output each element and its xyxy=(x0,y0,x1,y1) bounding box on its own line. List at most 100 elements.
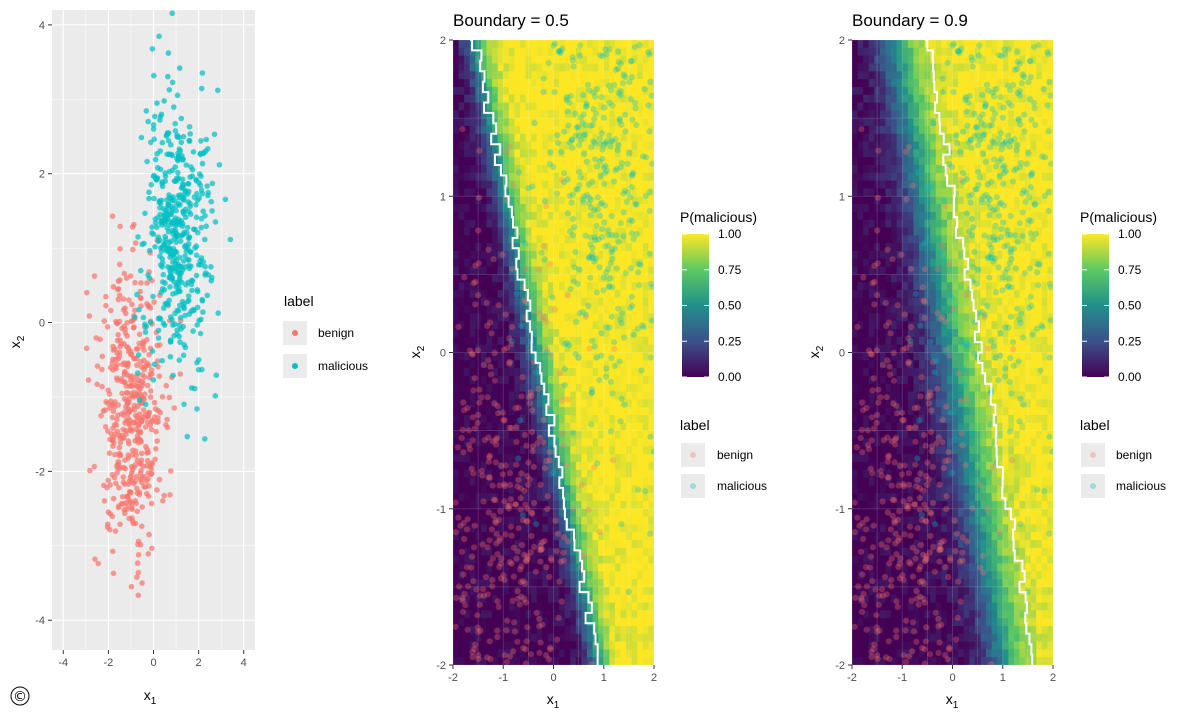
point-benign xyxy=(109,472,116,478)
point-malicious xyxy=(602,46,609,53)
heat-cell xyxy=(570,133,577,143)
heat-cell xyxy=(553,375,560,385)
heat-cell xyxy=(592,344,599,354)
heat-cell xyxy=(631,610,638,619)
heat-cell xyxy=(486,579,493,588)
point-benign xyxy=(97,336,103,343)
heat-cell xyxy=(598,235,605,244)
point-malicious xyxy=(629,171,636,178)
heat-cell xyxy=(609,625,616,635)
point-benign xyxy=(544,505,551,513)
heat-cell xyxy=(598,133,605,143)
heat-cell xyxy=(587,641,594,650)
point-malicious xyxy=(648,317,654,324)
heat-cell xyxy=(486,250,493,260)
point-benign xyxy=(515,525,522,532)
point-malicious xyxy=(594,85,601,92)
heat-cell xyxy=(520,618,527,627)
heat-cell xyxy=(531,383,538,393)
heat-cell xyxy=(603,211,610,221)
heat-cell xyxy=(564,579,571,588)
heat-cell xyxy=(620,274,627,283)
heat-cell xyxy=(486,297,493,307)
heat-cell xyxy=(598,336,605,346)
heat-cell xyxy=(614,71,622,80)
heat-cell xyxy=(486,610,493,619)
heat-cell xyxy=(581,563,588,572)
heat-cell xyxy=(542,227,549,236)
heat-cell xyxy=(592,55,599,65)
heat-cell xyxy=(508,610,516,619)
heat-cell xyxy=(863,477,870,486)
point-malicious xyxy=(198,85,205,92)
point-benign xyxy=(519,517,527,524)
heat-cell xyxy=(581,204,588,213)
heat-cell xyxy=(868,235,875,244)
heat-cell xyxy=(575,188,583,197)
heat-cell xyxy=(620,344,627,354)
heat-cell xyxy=(497,618,504,627)
heat-cell xyxy=(587,235,594,244)
heat-cell xyxy=(587,649,594,658)
point-malicious xyxy=(623,198,630,205)
heat-cell xyxy=(542,172,549,182)
heat-cell xyxy=(520,40,527,49)
heat-cell xyxy=(553,563,560,572)
point-malicious xyxy=(209,180,216,187)
point-benign xyxy=(84,289,90,296)
heat-cell xyxy=(648,282,654,291)
heat-cell xyxy=(620,125,627,135)
heat-cell xyxy=(575,71,583,80)
heat-cell xyxy=(620,219,627,229)
heat-cell xyxy=(547,407,555,416)
heat-cell xyxy=(626,297,633,307)
point-benign xyxy=(146,351,152,358)
heat-cell xyxy=(464,454,471,463)
point-benign xyxy=(506,559,513,566)
heat-cell xyxy=(503,625,510,635)
heat-cell xyxy=(631,415,638,424)
point-benign xyxy=(531,543,538,551)
heat-cell xyxy=(587,508,594,518)
heat-cell xyxy=(603,430,610,440)
point-malicious xyxy=(647,354,654,361)
heat-cell xyxy=(503,547,510,557)
heat-cell xyxy=(469,102,476,111)
point-malicious xyxy=(151,136,157,142)
point-benign xyxy=(466,347,473,354)
heat-cell xyxy=(868,305,875,315)
heat-cell xyxy=(547,547,555,557)
heat-cell xyxy=(609,368,616,377)
heat-cell xyxy=(631,180,638,190)
point-benign xyxy=(523,638,530,645)
point-malicious xyxy=(187,174,193,180)
point-benign xyxy=(538,539,546,546)
heat-cell xyxy=(559,336,566,346)
heat-cell xyxy=(626,219,633,229)
heat-cell xyxy=(475,250,482,260)
heat-cell xyxy=(868,610,875,619)
heat-cell xyxy=(464,633,471,643)
point-malicious xyxy=(646,51,653,58)
heat-cell xyxy=(631,141,638,150)
heat-cell xyxy=(857,610,864,619)
heat-cell xyxy=(852,579,859,588)
heat-cell xyxy=(520,71,527,80)
heat-cell xyxy=(453,290,460,299)
heat-cell xyxy=(531,180,538,190)
point-malicious xyxy=(626,217,634,224)
heat-cell xyxy=(536,219,543,229)
point-benign xyxy=(127,489,134,495)
point-malicious xyxy=(596,377,603,384)
point-malicious xyxy=(618,521,625,528)
point-benign xyxy=(477,627,484,634)
heat-cell xyxy=(469,125,476,135)
point-malicious xyxy=(633,231,640,238)
heat-cell xyxy=(542,633,549,643)
heat-cell xyxy=(503,391,510,400)
heat-cell xyxy=(868,102,875,111)
point-malicious xyxy=(186,124,193,130)
point-benign xyxy=(560,534,567,541)
heat-cell xyxy=(564,313,571,322)
heat-cell xyxy=(863,180,870,190)
